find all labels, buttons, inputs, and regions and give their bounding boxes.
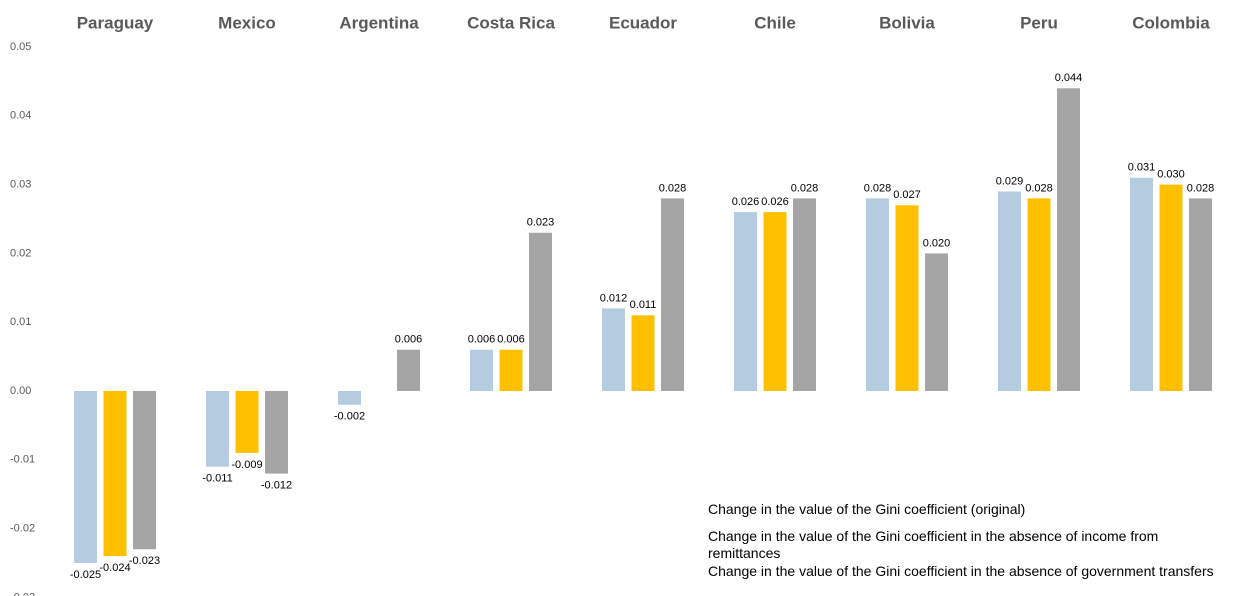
bar [499, 349, 523, 391]
value-label: 0.006 [497, 334, 525, 346]
value-label: 0.028 [864, 182, 892, 194]
y-tick-label: -0.02 [10, 523, 35, 535]
bar [265, 391, 288, 474]
value-label: -0.002 [334, 411, 365, 423]
x-tick-label: Costa Rica [467, 13, 555, 32]
value-label: 0.011 [630, 299, 657, 311]
bar [529, 232, 552, 391]
bar [793, 198, 816, 391]
x-tick-label: Argentina [339, 13, 419, 32]
x-tick-label: Chile [754, 13, 796, 32]
y-tick-label: 0.03 [10, 179, 31, 191]
y-tick-label: -0.03 [10, 591, 35, 596]
value-label: 0.028 [1025, 182, 1053, 194]
value-label: -0.012 [261, 479, 292, 491]
x-tick-label: Peru [1020, 13, 1058, 32]
y-tick-label: 0.05 [10, 41, 31, 53]
value-label: 0.026 [761, 196, 789, 208]
bar [338, 391, 361, 405]
bar [133, 391, 156, 550]
value-label: 0.020 [923, 237, 951, 249]
value-label: 0.044 [1055, 72, 1083, 84]
y-tick-label: 0.00 [10, 385, 31, 397]
bar [866, 198, 889, 391]
value-label: 0.006 [468, 334, 496, 346]
bar [998, 191, 1021, 391]
value-label: 0.028 [659, 182, 687, 194]
x-tick-label: Mexico [218, 13, 276, 32]
value-label: 0.026 [732, 196, 760, 208]
bar [602, 308, 625, 391]
bar [895, 205, 919, 391]
bar [631, 315, 655, 391]
bar [925, 253, 948, 391]
x-tick-label: Paraguay [77, 13, 154, 32]
legend-entry: Change in the value of the Gini coeffici… [708, 528, 1159, 561]
value-label: 0.012 [600, 292, 628, 304]
bar [1027, 198, 1051, 391]
value-label: 0.027 [893, 189, 921, 201]
bar [103, 391, 127, 557]
bar [1189, 198, 1212, 391]
bar [661, 198, 684, 391]
bar [206, 391, 229, 467]
bar [763, 212, 787, 391]
x-tick-label: Colombia [1132, 13, 1210, 32]
value-label: -0.011 [202, 473, 232, 485]
bar [734, 212, 757, 391]
value-label: 0.031 [1128, 162, 1156, 174]
bar [1130, 177, 1153, 391]
value-label: -0.024 [99, 562, 130, 574]
y-tick-label: 0.04 [10, 110, 31, 122]
x-tick-label: Ecuador [609, 13, 677, 32]
value-label: 0.029 [996, 175, 1024, 187]
bar [1159, 184, 1183, 391]
y-tick-label: 0.01 [10, 316, 31, 328]
bar [397, 349, 420, 391]
y-tick-label: 0.02 [10, 247, 31, 259]
value-label: 0.006 [395, 334, 423, 346]
legend-entry: Change in the value of the Gini coeffici… [708, 501, 1026, 517]
value-label: 0.028 [1187, 182, 1215, 194]
legend-entry: Change in the value of the Gini coeffici… [708, 563, 1214, 579]
value-label: -0.009 [231, 459, 262, 471]
bar [74, 391, 97, 563]
value-label: -0.023 [129, 555, 160, 567]
bar [235, 391, 259, 453]
x-tick-label: Bolivia [879, 13, 935, 32]
value-label: -0.025 [70, 569, 101, 581]
value-label: 0.023 [527, 217, 555, 229]
bar [1057, 88, 1080, 391]
bar [470, 349, 493, 391]
value-label: 0.030 [1157, 169, 1185, 181]
value-label: 0.028 [791, 182, 819, 194]
y-tick-label: -0.01 [10, 454, 35, 466]
